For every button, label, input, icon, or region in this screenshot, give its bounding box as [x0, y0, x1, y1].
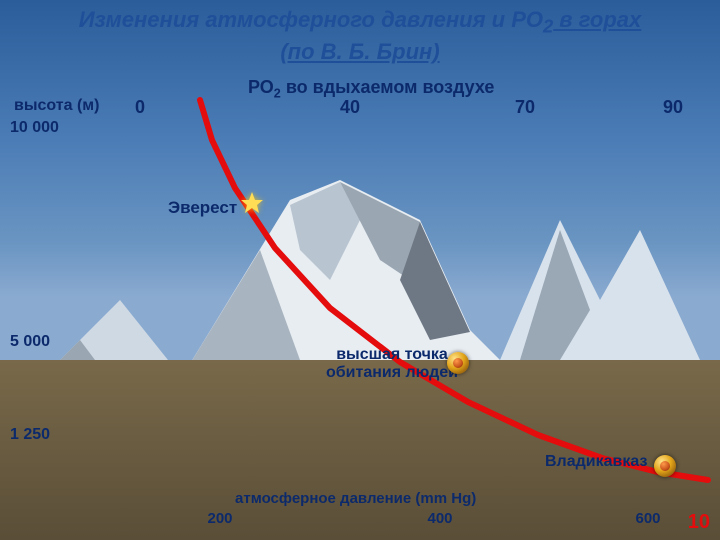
axis-top-tick: 40	[340, 97, 360, 118]
title-part-a: Изменения атмосферного давления и РО	[79, 7, 543, 32]
axis-left-tick: 10 000	[10, 119, 59, 137]
altitude-pressure-chart: Изменения атмосферного давления и РО2 в …	[0, 0, 720, 540]
highest-habitation-label: высшая точкаобитания людей	[326, 346, 458, 382]
title-part-b: в горах	[553, 7, 641, 32]
highest-habitation-marker	[447, 352, 469, 374]
axis-top-tick: 90	[663, 97, 683, 118]
axis-top-label-text: во вдыхаемом воздухе	[286, 77, 495, 97]
axis-top-tick: 70	[515, 97, 535, 118]
axis-bottom-label: атмосферное давление (mm Hg)	[235, 490, 476, 507]
page-number: 10	[688, 511, 710, 534]
vladikavkaz-marker	[654, 455, 676, 477]
everest-label: Эверест	[168, 198, 237, 218]
axis-bottom-tick: 600	[635, 510, 660, 527]
axis-top-label: РО2 во вдыхаемом воздухе	[248, 77, 494, 101]
axis-top-tick: 0	[135, 97, 145, 118]
ground-foreground	[0, 360, 720, 540]
axis-bottom-tick: 200	[207, 510, 232, 527]
axis-bottom-tick: 400	[427, 510, 452, 527]
everest-marker	[240, 191, 264, 215]
title-line2: (по В. Б. Брин)	[280, 39, 439, 64]
axis-left-label: высота (м)	[14, 97, 99, 115]
chart-title: Изменения атмосферного давления и РО2 в …	[0, 6, 720, 66]
vladikavkaz-label: Владикавказ	[545, 453, 647, 471]
title-sub: 2	[543, 15, 553, 36]
axis-left-tick: 5 000	[10, 333, 50, 351]
axis-left-tick: 1 250	[10, 426, 50, 444]
